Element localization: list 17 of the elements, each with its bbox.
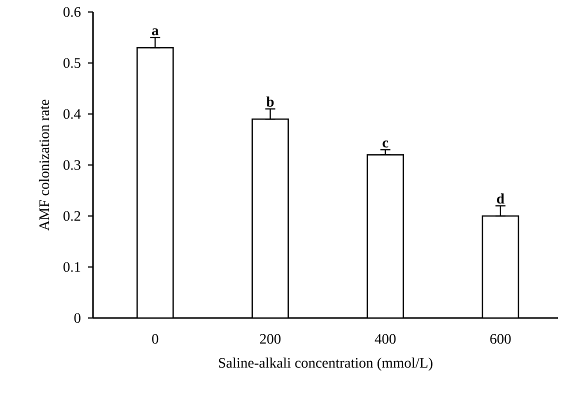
y-tick-label: 0.3 [63, 160, 80, 170]
annotation: b [266, 96, 274, 107]
y-tick-label: 0.5 [63, 58, 80, 68]
annotation: d [497, 193, 504, 204]
y-axis-title: AMF colonization rate [38, 100, 50, 231]
x-tick-label: 0 [152, 334, 158, 344]
x-tick-label: 200 [260, 334, 281, 344]
y-tick-label: 0.4 [63, 109, 81, 119]
annotation: c [382, 140, 388, 148]
x-tick-label: 400 [374, 334, 396, 344]
x-axis-title: Saline-alkali concentration (mmol/L) [218, 358, 432, 371]
y-tick-label: 0.6 [63, 7, 81, 17]
x-tick-label: 600 [490, 334, 511, 344]
y-tick-label: 0.2 [63, 211, 80, 221]
annotation: a [152, 28, 159, 36]
y-tick-label: 0.1 [63, 262, 80, 272]
y-tick-label: 0 [74, 313, 80, 323]
